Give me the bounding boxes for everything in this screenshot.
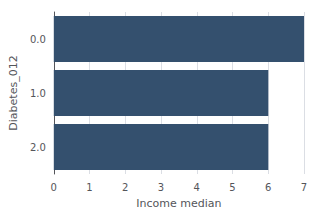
svg-text:3: 3 xyxy=(158,182,164,193)
svg-text:0.0: 0.0 xyxy=(30,34,46,45)
svg-text:6: 6 xyxy=(265,182,271,193)
svg-text:4: 4 xyxy=(194,182,200,193)
svg-text:Income median: Income median xyxy=(136,197,221,210)
svg-text:5: 5 xyxy=(229,182,235,193)
svg-text:1.0: 1.0 xyxy=(30,88,46,99)
svg-text:Diabetes_012: Diabetes_012 xyxy=(7,55,20,130)
svg-text:2: 2 xyxy=(122,182,128,193)
svg-text:2.0: 2.0 xyxy=(30,142,46,153)
svg-text:0: 0 xyxy=(51,182,57,193)
svg-text:7: 7 xyxy=(301,182,307,193)
svg-text:1: 1 xyxy=(86,182,92,193)
